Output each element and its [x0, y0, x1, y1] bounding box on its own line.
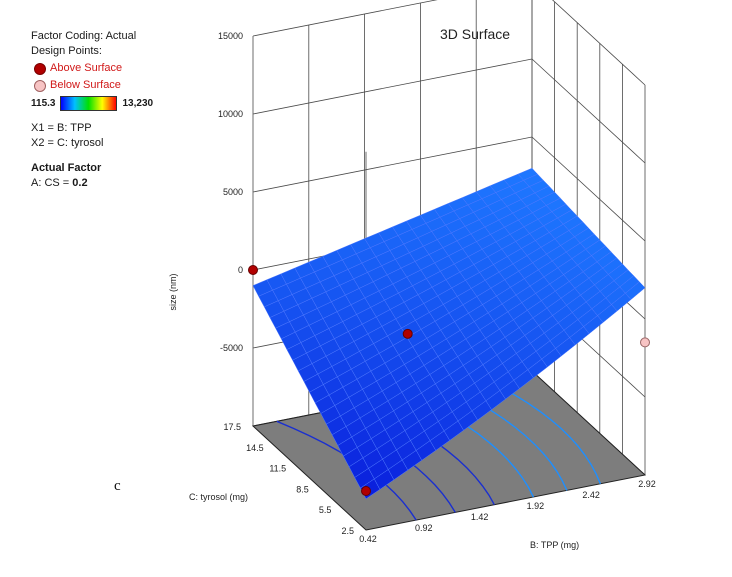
x2-definition: X2 = C: tyrosol: [31, 137, 104, 149]
x-tick-label: 0.42: [359, 534, 377, 544]
legend-above: Above Surface: [31, 61, 153, 76]
x-tick-label: 2.92: [638, 479, 656, 489]
y-tick-label: 8.5: [296, 484, 309, 494]
y-tick-label: 11.5: [269, 464, 286, 474]
y-tick-label: 5.5: [319, 505, 332, 515]
above-surface-label: Above Surface: [50, 62, 123, 74]
design-point-below: [640, 337, 650, 348]
legend-below: Below Surface: [31, 78, 153, 93]
info-panel: Factor Coding: Actual Design Points: Abo…: [31, 29, 153, 191]
color-gradient-bar: [60, 96, 118, 111]
design-points-heading: Design Points:: [31, 45, 102, 57]
design-point-above: [361, 486, 371, 496]
z-tick-label: 0: [238, 265, 243, 275]
y-axis-title: C: tyrosol (mg): [189, 492, 248, 502]
z-tick-label: -5000: [220, 343, 243, 353]
y-tick-label: 14.5: [246, 443, 264, 453]
panel-letter: c: [114, 478, 121, 494]
x-tick-label: 1.92: [527, 501, 545, 511]
y-tick-label: 17.5: [223, 422, 241, 432]
design-point-above: [248, 265, 258, 275]
actual-factor-line: A: CS = 0.2: [31, 176, 153, 191]
side-wall-gridline: [531, 136, 646, 242]
z-tick-label: 10000: [218, 109, 243, 119]
actual-factor-value: 0.2: [72, 177, 88, 189]
x1-definition: X1 = B: TPP: [31, 122, 92, 134]
x-tick-label: 0.92: [415, 523, 433, 533]
actual-factor-prefix: A: CS =: [31, 177, 73, 189]
z-tick-label: 5000: [223, 187, 243, 197]
back-wall-gridline: [252, 58, 533, 115]
scale-min: 115.3: [31, 98, 56, 109]
chart-title: 3D Surface: [440, 26, 511, 42]
below-surface-marker: [34, 79, 46, 92]
surface-cell: [625, 281, 646, 300]
back-wall-gridline: [252, 136, 533, 193]
factor-coding-text: Factor Coding: Actual: [31, 30, 137, 42]
back-wall-gridline: [252, 0, 438, 37]
y-tick-label: 2.5: [341, 526, 354, 536]
z-tick-label: 15000: [218, 31, 243, 41]
color-scale: 115.3 13,230: [31, 96, 153, 111]
z-axis-title: size (nm): [168, 273, 178, 310]
x-tick-label: 1.42: [471, 512, 489, 522]
floor-contour-line: [486, 379, 602, 485]
x-axis-title: B: TPP (mg): [530, 540, 579, 550]
side-wall-gridline: [531, 58, 646, 164]
scale-max: 13,230: [122, 98, 154, 109]
side-wall-gridline: [552, 0, 646, 86]
above-surface-marker: [34, 62, 46, 75]
actual-factor-heading: Actual Factor: [31, 162, 102, 174]
design-point-above: [402, 328, 413, 339]
below-surface-label: Below Surface: [50, 79, 121, 91]
x-tick-label: 2.42: [582, 490, 600, 500]
